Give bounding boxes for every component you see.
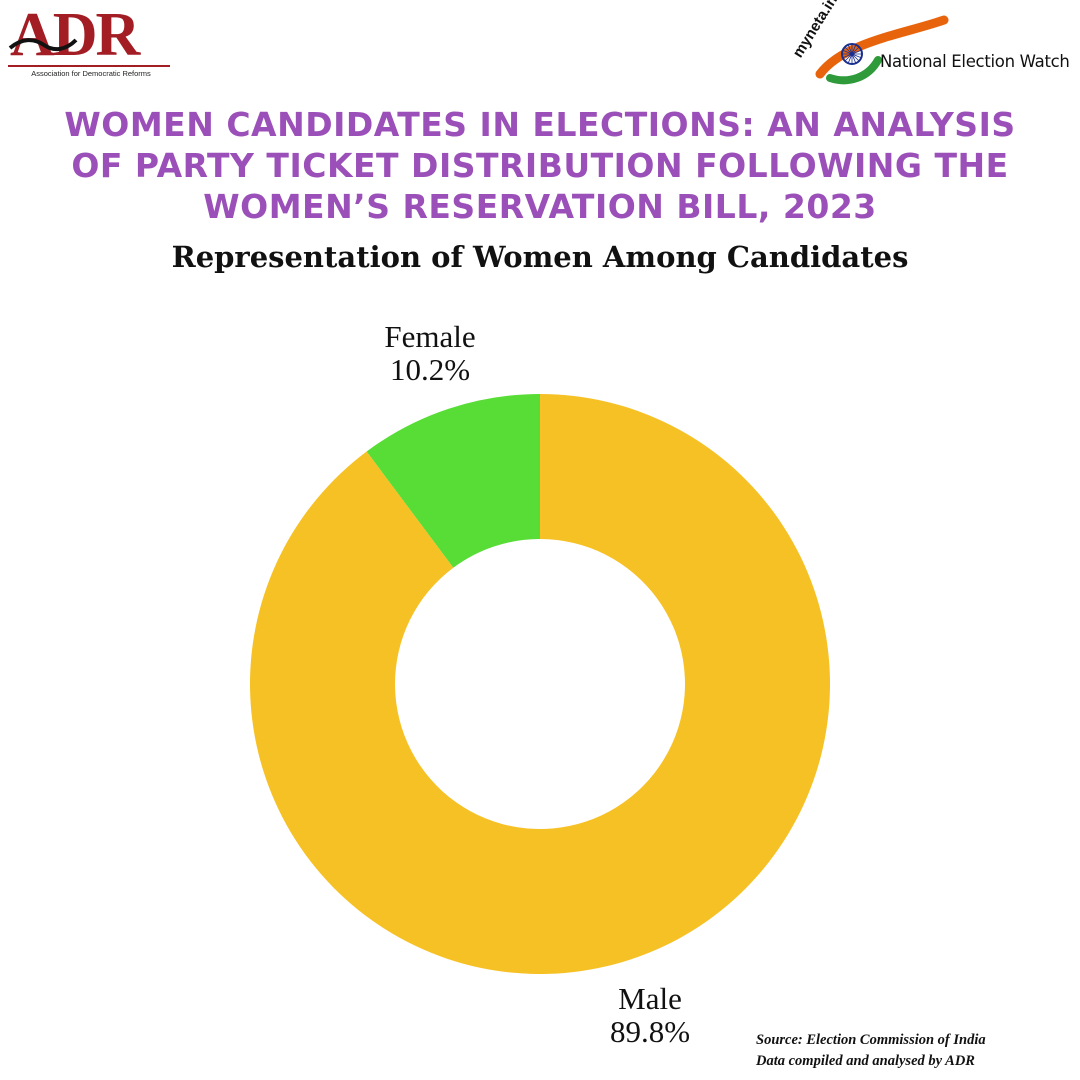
adr-underline bbox=[8, 65, 170, 67]
slice-female bbox=[366, 394, 540, 568]
female-value-text: 10.2% bbox=[389, 352, 471, 387]
adr-tagline: Association for Democratic Reforms bbox=[31, 69, 151, 78]
source-note: Source: Election Commission of India Dat… bbox=[756, 1030, 986, 1072]
page-title: WOMEN CANDIDATES IN ELECTIONS: AN ANALYS… bbox=[0, 104, 1080, 227]
flag-swoosh-icon bbox=[815, 15, 949, 85]
title-line-2: OF PARTY TICKET DISTRIBUTION FOLLOWING T… bbox=[71, 146, 1009, 185]
slice-male bbox=[250, 394, 831, 975]
chart-title: Representation of Women Among Candidates bbox=[171, 240, 909, 274]
ashoka-chakra-icon bbox=[841, 43, 863, 65]
adr-logo: ADR Association for Democratic Reforms bbox=[8, 4, 170, 80]
adr-logo-letters: ADR bbox=[10, 1, 140, 69]
national-election-watch-logo: myneta.info National Election Watch bbox=[789, 0, 1074, 90]
male-slice-label: Male 89.8% bbox=[570, 982, 730, 1048]
female-slice-label: Female 10.2% bbox=[350, 320, 510, 386]
source-line-2: Data compiled and analysed by ADR bbox=[756, 1053, 975, 1069]
male-value-text: 89.8% bbox=[609, 1014, 691, 1049]
adr-swoosh-icon bbox=[8, 38, 78, 52]
male-label-text: Male bbox=[618, 981, 682, 1016]
source-line-1: Source: Election Commission of India bbox=[756, 1032, 986, 1048]
female-label-text: Female bbox=[384, 319, 476, 354]
title-line-3: WOMEN’S RESERVATION BILL, 2023 bbox=[203, 187, 877, 226]
title-line-1: WOMEN CANDIDATES IN ELECTIONS: AN ANALYS… bbox=[64, 105, 1016, 144]
national-election-watch-text: National Election Watch bbox=[880, 52, 1070, 71]
